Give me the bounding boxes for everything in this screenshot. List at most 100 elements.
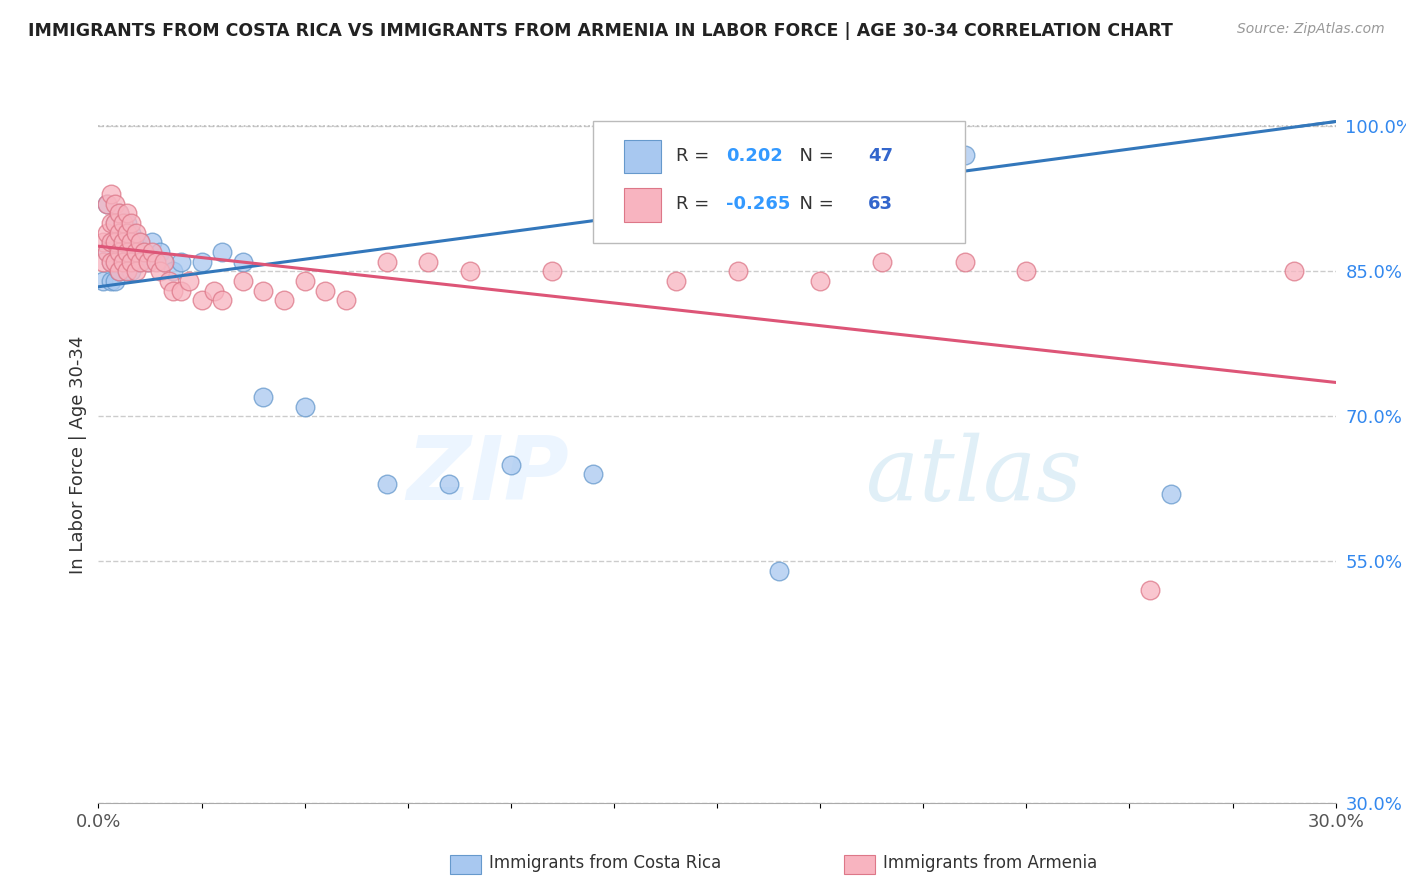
Point — [91, 254, 114, 268]
Text: atlas: atlas — [866, 433, 1081, 519]
Point — [1015, 264, 1038, 278]
Point — [124, 254, 146, 268]
Point — [499, 458, 522, 472]
Point — [202, 284, 225, 298]
Point — [100, 254, 122, 268]
Point — [124, 235, 146, 250]
Point — [108, 206, 131, 220]
Point — [727, 264, 749, 278]
Point — [112, 235, 135, 250]
Point — [108, 226, 131, 240]
Point — [120, 216, 142, 230]
Bar — [624, 140, 661, 173]
Point — [418, 254, 440, 268]
Point — [112, 216, 135, 230]
Point — [104, 216, 127, 230]
Point — [120, 264, 142, 278]
Point — [157, 274, 180, 288]
FancyBboxPatch shape — [593, 121, 965, 243]
Point — [112, 216, 135, 230]
Point — [136, 254, 159, 268]
Point — [108, 206, 131, 220]
Point — [953, 148, 976, 162]
Point — [117, 244, 139, 259]
Point — [96, 244, 118, 259]
Point — [96, 226, 118, 240]
Text: Source: ZipAtlas.com: Source: ZipAtlas.com — [1237, 22, 1385, 37]
Point — [117, 264, 139, 278]
Point — [153, 254, 176, 268]
Point — [1160, 486, 1182, 500]
Point — [149, 244, 172, 259]
Point — [252, 390, 274, 404]
Point — [124, 226, 146, 240]
Point — [141, 235, 163, 250]
Point — [162, 284, 184, 298]
Point — [665, 274, 688, 288]
Point — [124, 244, 146, 259]
Text: R =: R = — [676, 195, 716, 213]
Point — [768, 564, 790, 578]
Point — [96, 196, 118, 211]
Point — [120, 254, 142, 268]
Point — [375, 254, 398, 268]
Point — [117, 226, 139, 240]
Point — [582, 467, 605, 482]
Point — [170, 254, 193, 268]
Point — [104, 235, 127, 250]
Point — [100, 235, 122, 250]
Point — [541, 264, 564, 278]
Text: ZIP: ZIP — [406, 433, 568, 519]
Text: 63: 63 — [868, 195, 893, 213]
Point — [132, 244, 155, 259]
Point — [108, 244, 131, 259]
Point — [153, 254, 176, 268]
Point — [100, 254, 122, 268]
Point — [314, 284, 336, 298]
Point — [91, 235, 114, 250]
Point — [112, 235, 135, 250]
Point — [375, 476, 398, 491]
Point — [170, 284, 193, 298]
Text: 47: 47 — [868, 147, 893, 165]
Point — [104, 216, 127, 230]
Point — [104, 274, 127, 288]
Point — [108, 226, 131, 240]
Text: IMMIGRANTS FROM COSTA RICA VS IMMIGRANTS FROM ARMENIA IN LABOR FORCE | AGE 30-34: IMMIGRANTS FROM COSTA RICA VS IMMIGRANTS… — [28, 22, 1173, 40]
Point — [1139, 583, 1161, 598]
Point — [953, 254, 976, 268]
Point — [128, 235, 150, 250]
Text: R =: R = — [676, 147, 716, 165]
Y-axis label: In Labor Force | Age 30-34: In Labor Force | Age 30-34 — [69, 335, 87, 574]
Point — [132, 244, 155, 259]
Point — [96, 196, 118, 211]
Point — [117, 206, 139, 220]
Point — [458, 264, 481, 278]
Text: 0.202: 0.202 — [725, 147, 783, 165]
Text: Immigrants from Costa Rica: Immigrants from Costa Rica — [489, 855, 721, 872]
Point — [112, 254, 135, 268]
Point — [808, 274, 831, 288]
Point — [162, 264, 184, 278]
Point — [124, 264, 146, 278]
Point — [190, 254, 212, 268]
Text: N =: N = — [787, 147, 839, 165]
Point — [190, 293, 212, 308]
Point — [870, 254, 893, 268]
Point — [100, 235, 122, 250]
Point — [104, 254, 127, 268]
Point — [141, 244, 163, 259]
Point — [294, 400, 316, 414]
Point — [104, 254, 127, 268]
Point — [232, 254, 254, 268]
Point — [120, 226, 142, 240]
Point — [128, 254, 150, 268]
Point — [112, 254, 135, 268]
Point — [335, 293, 357, 308]
Point — [117, 216, 139, 230]
Point — [117, 244, 139, 259]
Point — [100, 216, 122, 230]
Point — [104, 196, 127, 211]
Point — [136, 254, 159, 268]
Point — [252, 284, 274, 298]
